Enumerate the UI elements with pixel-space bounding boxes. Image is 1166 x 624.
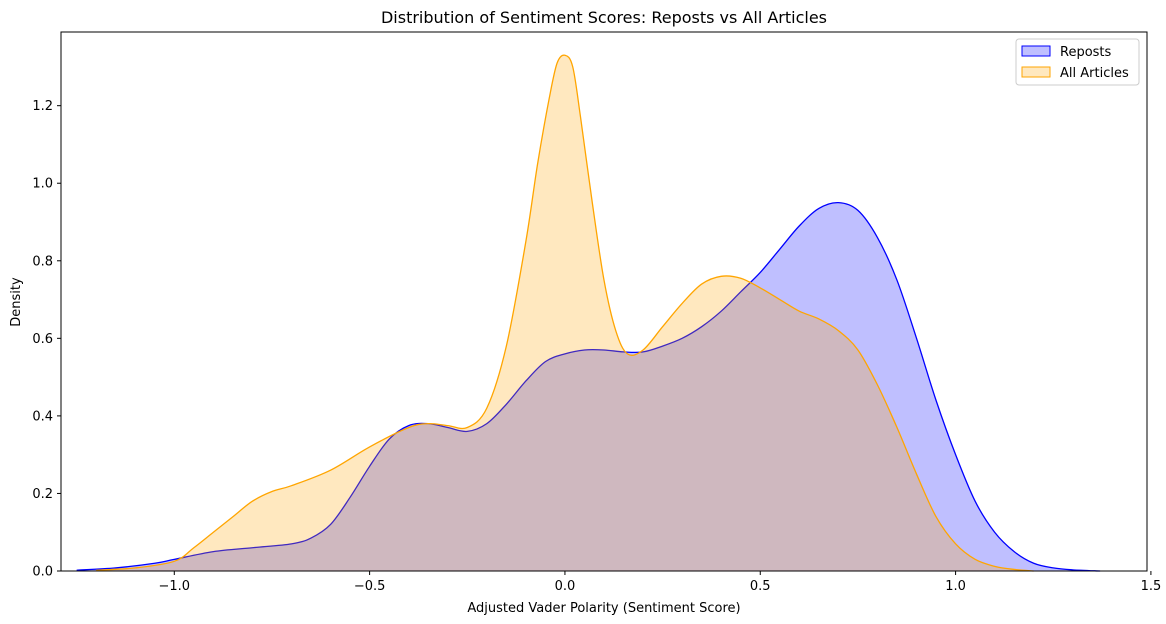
y-tick-label: 0.8 [32,254,53,269]
legend-swatch-all-articles [1021,66,1051,78]
y-tick-label: 1.0 [32,177,53,192]
legend-label-all-articles: All Articles [1060,66,1129,81]
y-tick-label: 0.0 [32,565,53,580]
x-tick-label: 0.5 [750,579,771,594]
y-tick-label: 0.2 [32,487,53,502]
reposts-line [76,201,1101,572]
all-articles-line [96,54,1034,572]
reposts-area [76,202,1101,571]
x-tick-label: 1.0 [945,579,966,594]
x-tick-label: −1.0 [158,579,190,594]
series-layer [76,54,1101,572]
axes-layer: −1.0 −0.5 0.0 0.5 1.0 1.5 0.0 0.2 0.4 0.6 0.8 1.0 1.… [32,31,1162,594]
legend-swatch-reposts [1021,45,1051,57]
plot-frame [60,31,1148,572]
y-tick-label: 0.4 [32,409,53,424]
legend: Reposts All Articles [1015,38,1140,86]
x-axis-title: Adjusted Vader Polarity (Sentiment Score… [467,601,740,616]
legend-box [1015,38,1140,86]
y-tick-label: 1.2 [32,99,53,114]
x-tick-label: −0.5 [354,579,386,594]
x-tick-label: 0.0 [555,579,576,594]
chart-title: Distribution of Sentiment Scores: Repost… [381,8,827,27]
all-articles-area [96,55,1034,572]
legend-label-reposts: Reposts [1060,45,1112,60]
y-axis-title: Density [9,277,24,327]
y-tick-label: 0.6 [32,332,53,347]
x-tick-label: 1.5 [1141,579,1162,594]
